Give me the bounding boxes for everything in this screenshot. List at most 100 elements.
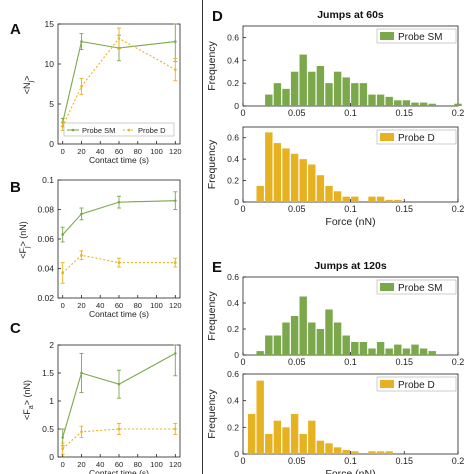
x-tick-label: 0.1 <box>344 357 357 367</box>
x-tick-label: 0.05 <box>288 204 306 214</box>
histogram-bar <box>265 335 273 355</box>
histogram-bar <box>394 344 402 355</box>
histogram-bar <box>316 329 325 355</box>
histogram-bar <box>402 348 411 355</box>
histogram-bar <box>394 100 402 106</box>
panel-divider <box>202 0 203 474</box>
x-tick-label: 0 <box>240 204 245 214</box>
histogram-bar <box>368 94 376 106</box>
x-tick-label: 0.2 <box>452 357 465 367</box>
series-line <box>62 200 176 235</box>
chart-c: 00.511.520 20 40 60 80 100 120<Fa> (nN)Contact… <box>22 340 182 474</box>
histogram-bar <box>273 143 282 202</box>
chart-a: 0 5 10 15 0 20 40 60 80 100 120 <Nj> Contact time (s… <box>22 19 182 165</box>
x-axis-label: Force (nN) <box>325 468 375 474</box>
y-tick-label: 0 <box>234 449 239 459</box>
chart-title: Jumps at 60s <box>317 9 384 21</box>
data-point <box>80 430 83 434</box>
histogram-bar <box>333 447 342 454</box>
chart-e-d: 0 0.2 0.4 0.6 0 0.05 0.1 0.15 0.2 Frequency Force … <box>206 369 464 474</box>
histogram-bar <box>316 66 325 106</box>
legend: Probe D <box>376 129 457 145</box>
data-point <box>80 85 83 88</box>
histogram-bar <box>256 351 264 355</box>
y-tick-label: 0.2 <box>227 422 239 432</box>
data-point <box>117 200 121 204</box>
data-point <box>117 427 121 431</box>
y-tick-label: 0.2 <box>227 324 239 334</box>
series-probe-d <box>60 27 178 131</box>
y-tick-label: 0.6 <box>227 133 239 143</box>
y-axis-label: <Fj> (nN) <box>18 221 31 259</box>
series-line <box>62 37 176 127</box>
legend-label: Probe D <box>398 133 435 144</box>
x-tick-label: 120 <box>169 147 182 156</box>
y-tick-label: 2 <box>49 340 54 350</box>
data-point <box>80 212 83 216</box>
legend: Probe D <box>376 376 457 392</box>
histogram-bar <box>411 102 419 106</box>
y-tick-label: 5 <box>49 99 54 109</box>
x-tick-label: 100 <box>150 147 163 156</box>
histogram-bar <box>282 427 290 454</box>
x-tick-label: 0 <box>240 456 245 466</box>
data-point <box>174 427 177 431</box>
histogram-bar <box>351 342 359 355</box>
x-tick-label: 0.1 <box>344 456 357 466</box>
x-tick-label: 0.15 <box>395 108 413 118</box>
x-tick-label: 0.2 <box>452 456 465 466</box>
histogram-bar <box>325 185 333 202</box>
x-axis-label: Force (nN) <box>325 216 375 228</box>
legend-box <box>376 279 457 295</box>
y-tick-label: 0 <box>49 452 54 462</box>
x-tick-label: 0.1 <box>344 108 357 118</box>
legend-label: Probe SM <box>398 283 442 294</box>
x-tick-label: 0.15 <box>395 357 413 367</box>
histogram-bar <box>454 103 462 106</box>
data-point <box>174 352 177 355</box>
x-tick-label: 0.2 <box>452 204 465 214</box>
data-point <box>80 253 83 257</box>
histogram-bar <box>376 94 385 106</box>
histogram-bar <box>325 83 333 106</box>
histogram-bar <box>419 348 428 355</box>
y-tick-label: 0 <box>234 197 239 207</box>
x-tick-label: 0 <box>61 460 65 469</box>
x-tick-label: 0.15 <box>395 456 413 466</box>
histogram-bar <box>394 199 402 202</box>
data-point <box>61 125 64 128</box>
y-tick-label: 0.08 <box>37 205 54 215</box>
series-probe-d <box>60 250 178 284</box>
legend: Probe SM <box>376 28 457 44</box>
histogram-bar <box>376 451 385 454</box>
histogram-bar <box>308 322 316 355</box>
data-point <box>174 68 177 71</box>
histogram-bar <box>419 102 428 106</box>
plot-frame <box>57 344 181 458</box>
chart-d-d: 0 0.2 0.4 0.6 0 0.05 0.1 0.15 0.2 Frequency Force … <box>206 126 465 228</box>
legend-box <box>63 122 175 137</box>
histogram-bar <box>333 322 342 355</box>
x-axis-label: Contact time (s) <box>89 309 149 319</box>
series-line <box>62 428 176 450</box>
histogram-bar <box>359 342 368 355</box>
histogram-bar <box>308 420 316 454</box>
chart-d-sm: 0 0.2 0.4 0.6 0 0.05 0.1 0.15 0.2 Frequency Jumps … <box>206 9 464 118</box>
histogram-bar <box>265 434 273 454</box>
x-tick-label: 0 <box>61 301 65 310</box>
legend-box <box>376 28 457 44</box>
y-tick-label: 1.5 <box>42 368 54 378</box>
legend-label: Probe SM <box>82 126 115 135</box>
legend-marker <box>71 128 75 132</box>
x-tick-label: 0.05 <box>288 108 306 118</box>
x-tick-label: 40 <box>96 460 104 469</box>
panel-letter-d: D <box>212 8 223 25</box>
y-axis-label: Frequency <box>206 388 218 438</box>
chart-e-sm: 0 0.2 0.4 0.6 0 0.05 0.1 0.15 0.2 Frequency Jumps … <box>206 260 464 367</box>
histogram-bar <box>247 414 256 454</box>
y-tick-label: 0 <box>234 350 239 360</box>
x-tick-label: 60 <box>115 147 123 156</box>
histogram-bar <box>316 440 325 454</box>
y-tick-label: 15 <box>45 19 55 29</box>
